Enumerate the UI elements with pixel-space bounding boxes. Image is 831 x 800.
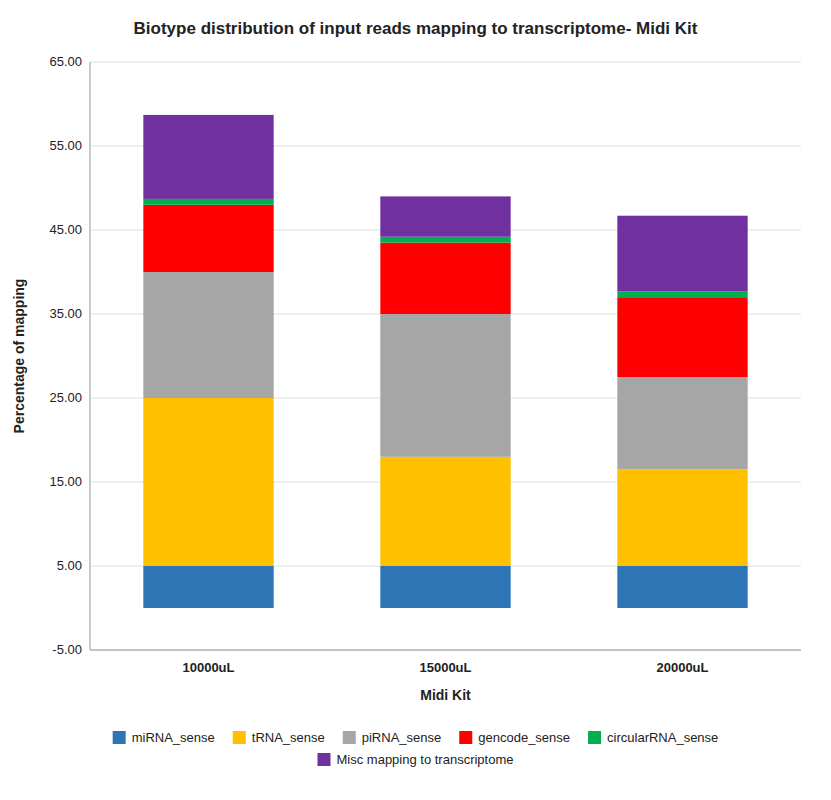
y-tick-label: 25.00 xyxy=(49,390,82,405)
legend-swatch xyxy=(588,731,601,744)
bar-segment xyxy=(380,237,510,243)
bar-segment xyxy=(380,243,510,314)
bar-segment xyxy=(617,297,747,377)
x-axis-line xyxy=(90,650,801,651)
grid-line xyxy=(90,62,801,63)
series xyxy=(143,115,747,291)
legend-item: circularRNA_sense xyxy=(588,730,718,745)
grid xyxy=(90,62,801,650)
bar-segment xyxy=(143,566,273,608)
x-tick-label: 15000uL xyxy=(419,660,471,675)
x-tick-label: 20000uL xyxy=(656,660,708,675)
grid-line xyxy=(90,650,801,651)
bar-segment xyxy=(617,566,747,608)
legend-swatch xyxy=(317,753,330,766)
legend-item: piRNA_sense xyxy=(343,730,442,745)
y-tick-label: 35.00 xyxy=(49,306,82,321)
legend-swatch xyxy=(459,731,472,744)
legend-item: Misc mapping to transcriptome xyxy=(317,752,513,767)
bar-segment xyxy=(617,377,747,469)
y-tick-label: 15.00 xyxy=(49,474,82,489)
legend-label: gencode_sense xyxy=(478,730,570,745)
bar-segment xyxy=(380,457,510,566)
bar-segment xyxy=(143,205,273,272)
bars xyxy=(143,115,747,608)
y-tick-label: 45.00 xyxy=(49,222,82,237)
bar-segment xyxy=(380,196,510,236)
chart: Biotype distribution of input reads mapp… xyxy=(0,0,831,800)
legend-label: tRNA_sense xyxy=(252,730,325,745)
title: Biotype distribution of input reads mapp… xyxy=(134,19,698,38)
legend-swatch xyxy=(233,731,246,744)
bar-segment xyxy=(617,469,747,566)
legend-label: circularRNA_sense xyxy=(607,730,718,745)
legend-label: Misc mapping to transcriptome xyxy=(336,752,513,767)
bar-segment xyxy=(143,272,273,398)
legend: miRNA_sense tRNA_sense piRNA_sense gencode_… xyxy=(113,730,719,767)
legend-item: miRNA_sense xyxy=(113,730,215,745)
y-tick-label: -5.00 xyxy=(52,642,82,657)
bar-segment xyxy=(143,115,273,199)
y-axis: -5.00 5.00 15.00 25.00 35.00 45.00 55.00 65.00 xyxy=(49,54,82,657)
y-axis-label: Percentage of mapping xyxy=(11,279,27,434)
bar-segment xyxy=(380,566,510,608)
y-tick-label: 5.00 xyxy=(57,558,82,573)
legend-swatch xyxy=(113,731,126,744)
legend-swatch xyxy=(343,731,356,744)
legend-label: miRNA_sense xyxy=(132,730,215,745)
y-tick-label: 55.00 xyxy=(49,138,82,153)
bar-segment xyxy=(143,199,273,205)
legend-item: gencode_sense xyxy=(459,730,570,745)
bar-segment xyxy=(380,314,510,457)
x-axis-label: Midi Kit xyxy=(420,687,471,703)
legend-label: piRNA_sense xyxy=(362,730,442,745)
series xyxy=(143,566,747,608)
y-tick-label: 65.00 xyxy=(49,54,82,69)
bar-segment xyxy=(143,398,273,566)
bar-segment xyxy=(617,291,747,297)
y-axis-line xyxy=(90,62,91,650)
legend-item: tRNA_sense xyxy=(233,730,325,745)
bar-segment xyxy=(617,216,747,292)
x-tick-label: 10000uL xyxy=(182,660,234,675)
x-axis: 10000uL 15000uL 20000uL xyxy=(182,660,708,675)
